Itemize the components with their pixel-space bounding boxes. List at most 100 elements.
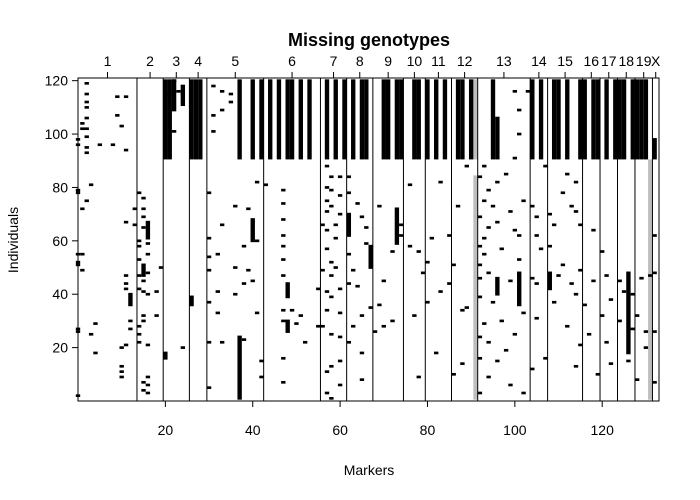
missing-cell — [115, 114, 120, 117]
missing-cell — [154, 314, 159, 317]
missing-cell — [407, 183, 413, 187]
missing-cell — [241, 244, 247, 248]
missing-cell — [477, 215, 483, 219]
missing-cell — [600, 314, 605, 317]
y-axis: 20 40 60 80 100 120 — [45, 73, 78, 356]
missing-cell — [206, 268, 212, 272]
missing-cell — [346, 175, 352, 179]
missing-cell — [438, 180, 443, 184]
missing-cell — [460, 308, 465, 312]
missing-block — [141, 263, 146, 277]
missing-cell — [634, 378, 640, 381]
missing-cell — [329, 175, 334, 179]
missing-cell — [569, 204, 574, 208]
missing-block — [639, 79, 644, 160]
missing-block — [551, 79, 557, 160]
missing-cell — [447, 234, 452, 237]
missing-cell — [324, 308, 330, 312]
missing-cell — [420, 271, 426, 275]
missing-cell — [119, 375, 124, 379]
missing-cell — [241, 282, 247, 285]
missing-cell — [206, 340, 212, 344]
missing-cell — [84, 151, 89, 155]
missing-cell — [241, 338, 247, 341]
missing-cell — [486, 340, 491, 344]
missing-cell — [141, 196, 146, 200]
y-tick-label: 20 — [52, 340, 68, 356]
missing-cell — [337, 175, 343, 179]
missing-cell — [534, 234, 539, 237]
missing-block — [621, 79, 627, 160]
missing-block — [425, 79, 430, 160]
missing-cell — [233, 266, 238, 269]
missing-cell — [123, 148, 129, 152]
missing-cell — [337, 194, 343, 197]
missing-cell — [84, 127, 89, 131]
x-axis: 20 40 60 80 100 120 — [106, 72, 657, 438]
missing-block — [565, 79, 570, 160]
missing-cell — [123, 287, 129, 291]
missing-cell — [486, 188, 491, 192]
missing-cell — [652, 330, 657, 333]
missing-cell — [512, 90, 518, 93]
chromosome-label: 10 — [407, 53, 423, 69]
missing-cell — [630, 327, 635, 331]
missing-cell — [460, 362, 465, 365]
missing-cell — [333, 223, 338, 227]
missing-cell — [136, 340, 142, 344]
missing-block — [412, 79, 417, 160]
missing-cell — [171, 79, 177, 83]
missing-cell — [508, 210, 513, 213]
missing-cell — [477, 276, 483, 280]
missing-cell — [145, 292, 151, 296]
missing-cell — [604, 340, 609, 344]
missing-block — [538, 79, 544, 160]
chromosome-label: 1 — [104, 53, 112, 69]
missing-cell — [608, 298, 614, 301]
missing-block — [626, 271, 631, 355]
missing-cell — [324, 228, 330, 232]
missing-cell — [329, 188, 334, 192]
missing-cell — [329, 332, 334, 336]
missing-cell — [298, 314, 303, 317]
missing-cell — [84, 106, 89, 109]
missing-block — [250, 218, 255, 243]
chart-title: Missing genotypes — [288, 30, 450, 50]
missing-cell — [486, 375, 491, 379]
missing-cell — [254, 239, 260, 243]
missing-cell — [416, 250, 421, 253]
missing-cell — [215, 252, 220, 256]
missing-block — [342, 79, 347, 160]
missing-cell — [517, 108, 522, 112]
missing-cell — [333, 266, 338, 269]
missing-cell — [316, 324, 321, 328]
chromosome-label: 4 — [194, 53, 202, 69]
missing-cell — [495, 180, 500, 184]
chromosome-label: 5 — [231, 53, 239, 69]
missing-cell — [329, 295, 334, 299]
missing-cell — [499, 319, 504, 323]
missing-cell — [302, 340, 308, 344]
missing-cell — [281, 218, 286, 221]
missing-cell — [329, 396, 334, 400]
missing-cell — [329, 260, 334, 264]
missing-cell — [145, 271, 151, 275]
missing-cell — [136, 191, 142, 195]
y-tick-label: 120 — [45, 73, 69, 89]
missing-cell — [346, 282, 352, 285]
missing-cell — [329, 274, 334, 277]
chromosome-label: 16 — [584, 53, 600, 69]
missing-cell — [324, 247, 330, 251]
missing-cell — [412, 314, 417, 317]
missing-cell — [281, 202, 286, 205]
missing-cell — [447, 282, 452, 285]
missing-cell — [359, 351, 365, 355]
missing-cell — [503, 348, 509, 352]
missing-cell — [346, 252, 352, 256]
missing-cell — [534, 316, 539, 320]
missing-cell — [482, 199, 487, 203]
missing-cell — [141, 215, 146, 219]
missing-cell — [595, 372, 601, 376]
missing-cell — [486, 226, 491, 229]
missing-block — [268, 79, 273, 160]
